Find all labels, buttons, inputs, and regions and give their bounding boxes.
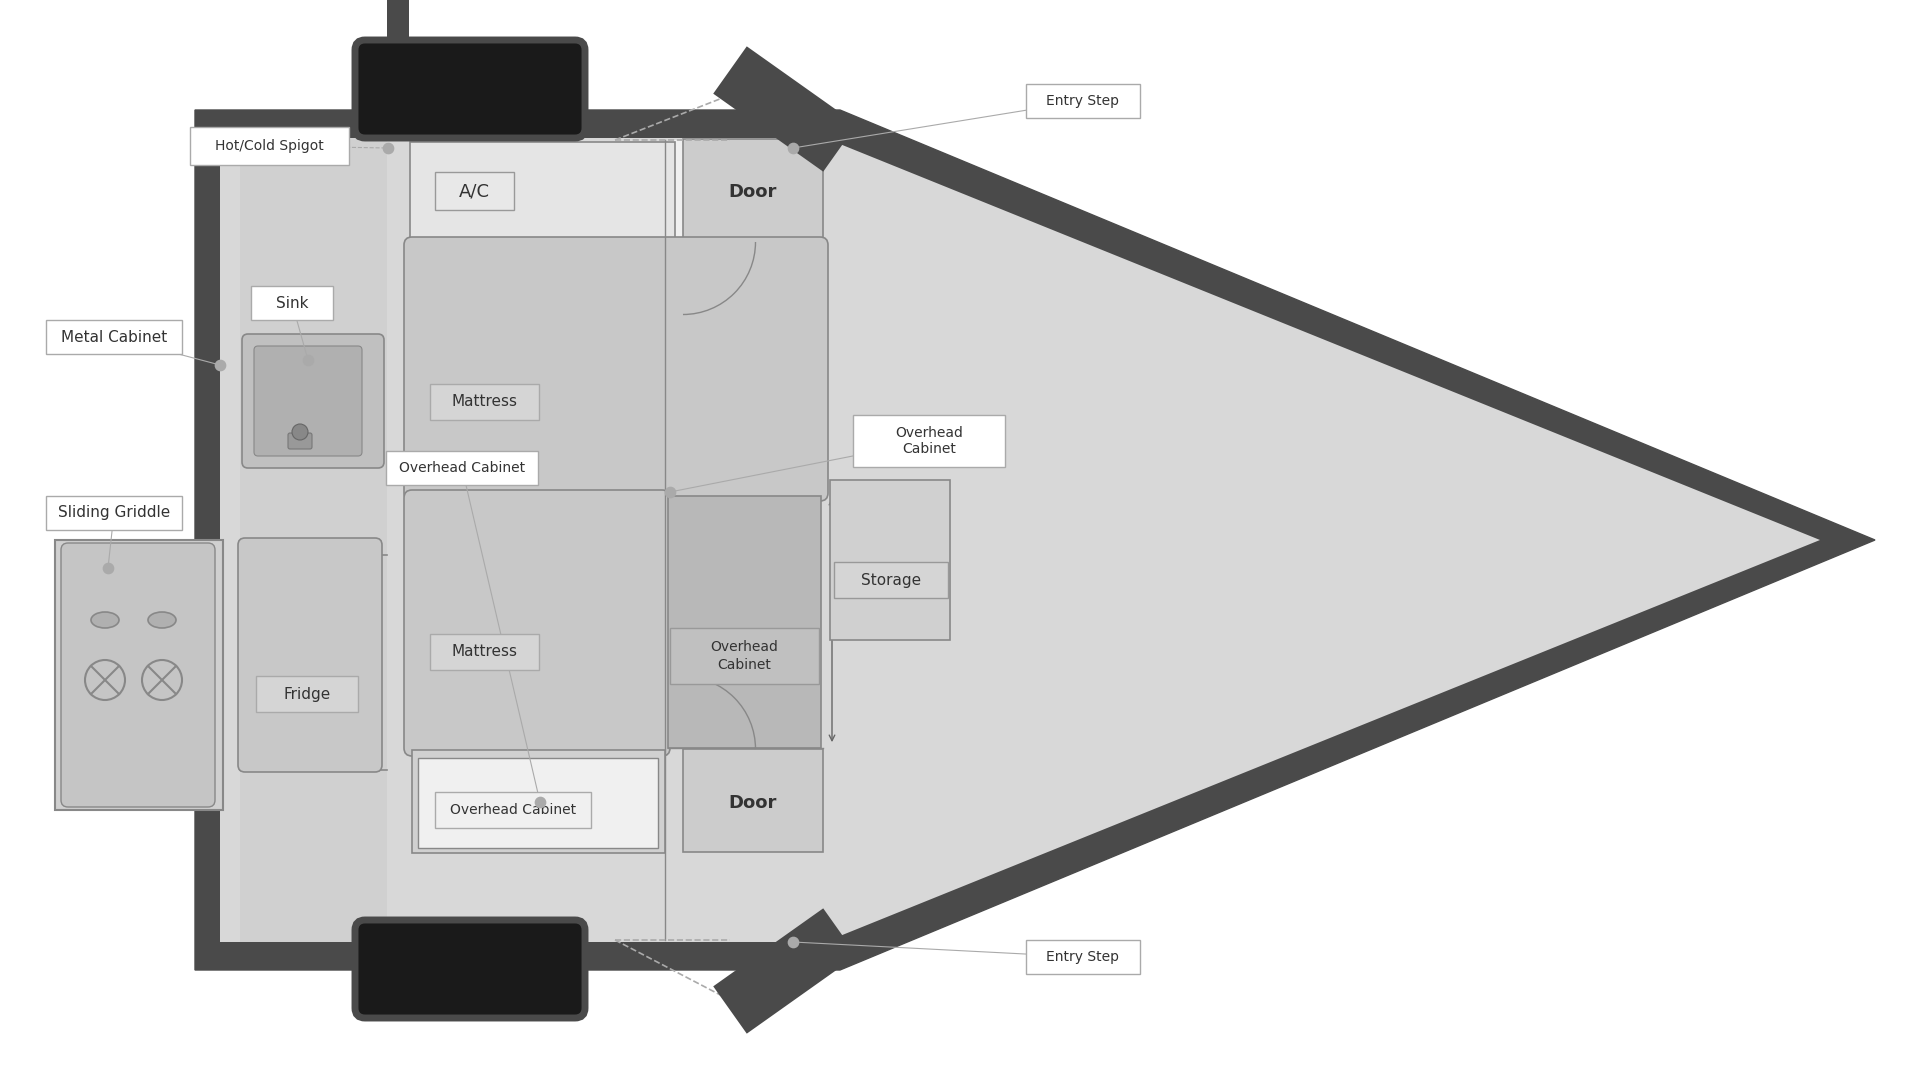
FancyBboxPatch shape bbox=[833, 562, 948, 598]
FancyBboxPatch shape bbox=[403, 490, 670, 756]
Point bbox=[778, 139, 808, 157]
Bar bbox=[684, 750, 824, 852]
Bar bbox=[668, 140, 824, 496]
Text: Sink: Sink bbox=[276, 296, 309, 311]
Text: Overhead Cabinet: Overhead Cabinet bbox=[449, 804, 576, 816]
Text: Hot/Cold Spigot: Hot/Cold Spigot bbox=[215, 139, 324, 153]
Point bbox=[655, 484, 685, 501]
Text: Door: Door bbox=[730, 183, 778, 201]
Text: Sliding Griddle: Sliding Griddle bbox=[58, 505, 171, 521]
Point bbox=[524, 794, 555, 811]
FancyBboxPatch shape bbox=[386, 451, 538, 485]
FancyBboxPatch shape bbox=[355, 40, 586, 138]
Polygon shape bbox=[712, 46, 856, 172]
FancyBboxPatch shape bbox=[252, 286, 332, 320]
Point bbox=[778, 933, 808, 950]
FancyBboxPatch shape bbox=[430, 384, 540, 420]
FancyBboxPatch shape bbox=[670, 627, 820, 684]
Ellipse shape bbox=[90, 612, 119, 627]
FancyBboxPatch shape bbox=[430, 634, 540, 670]
FancyBboxPatch shape bbox=[355, 920, 586, 1018]
Bar bbox=[413, 750, 664, 853]
FancyBboxPatch shape bbox=[288, 433, 311, 449]
FancyBboxPatch shape bbox=[46, 320, 182, 354]
Bar bbox=[56, 540, 223, 810]
Polygon shape bbox=[221, 138, 1820, 942]
Text: Door: Door bbox=[730, 794, 778, 812]
Text: ?": ?" bbox=[530, 490, 545, 505]
Text: Overhead
Cabinet: Overhead Cabinet bbox=[710, 640, 778, 672]
Text: Fridge: Fridge bbox=[284, 687, 330, 702]
FancyBboxPatch shape bbox=[436, 172, 515, 210]
Point bbox=[372, 139, 403, 157]
Text: Entry Step: Entry Step bbox=[1046, 950, 1119, 964]
Text: Entry Step: Entry Step bbox=[1046, 94, 1119, 108]
FancyBboxPatch shape bbox=[190, 127, 349, 165]
Circle shape bbox=[292, 424, 307, 440]
Bar bbox=[419, 758, 659, 848]
FancyBboxPatch shape bbox=[1025, 84, 1140, 118]
FancyBboxPatch shape bbox=[255, 676, 357, 712]
Bar bbox=[388, 0, 409, 138]
Text: Mattress: Mattress bbox=[451, 394, 518, 409]
FancyBboxPatch shape bbox=[61, 543, 215, 807]
Point bbox=[92, 559, 123, 577]
FancyBboxPatch shape bbox=[242, 334, 384, 468]
Bar bbox=[829, 480, 950, 640]
Text: Mattress: Mattress bbox=[451, 645, 518, 660]
Text: Storage: Storage bbox=[860, 572, 922, 588]
Text: 58": 58" bbox=[845, 612, 870, 627]
Text: Overhead
Cabinet: Overhead Cabinet bbox=[895, 426, 964, 456]
FancyBboxPatch shape bbox=[46, 496, 182, 530]
Polygon shape bbox=[712, 908, 856, 1034]
FancyBboxPatch shape bbox=[238, 538, 382, 772]
FancyBboxPatch shape bbox=[403, 237, 828, 501]
FancyBboxPatch shape bbox=[253, 346, 363, 456]
Ellipse shape bbox=[148, 612, 177, 627]
Bar bbox=[684, 139, 824, 242]
Text: Overhead Cabinet: Overhead Cabinet bbox=[399, 461, 524, 475]
Text: A/C: A/C bbox=[459, 183, 490, 200]
Bar bbox=[668, 496, 822, 748]
FancyBboxPatch shape bbox=[852, 415, 1004, 467]
FancyBboxPatch shape bbox=[436, 792, 591, 828]
Point bbox=[292, 351, 323, 368]
Bar bbox=[240, 138, 388, 942]
Bar bbox=[411, 141, 676, 242]
FancyBboxPatch shape bbox=[1025, 940, 1140, 974]
Point bbox=[205, 356, 236, 374]
Text: Metal Cabinet: Metal Cabinet bbox=[61, 329, 167, 345]
Polygon shape bbox=[196, 110, 1876, 970]
